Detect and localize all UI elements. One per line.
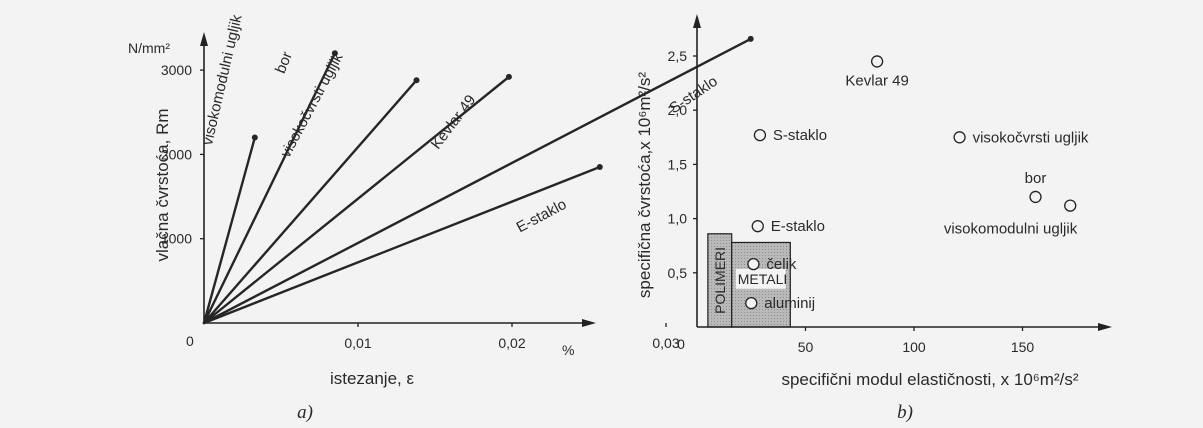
- b-point-marker: [745, 297, 758, 310]
- panel-a: 1000 2000 3000 0,01 0,02 0,03 0 % N/mm² iste…: [128, 13, 754, 423]
- a-y-unit: N/mm²: [128, 40, 170, 56]
- a-series-label: Kevlar 49: [428, 92, 480, 153]
- b-point-marker: [953, 131, 966, 144]
- a-x-tick-label: 0,02: [498, 335, 525, 351]
- b-point-label: bor: [1025, 170, 1047, 187]
- a-series-endpoint: [413, 77, 420, 84]
- a-series-label: visokomodulni ugljik: [199, 13, 246, 147]
- b-regions: POLIMERI METALI: [707, 233, 791, 328]
- b-region-label-bg: [735, 268, 786, 289]
- b-y-tick-label: 2,5: [668, 48, 688, 64]
- b-point-label: čelik: [766, 256, 797, 273]
- a-x-axis-title: istezanje, ε: [330, 369, 415, 388]
- a-series-endpoint: [505, 73, 512, 80]
- b-point-marker: [747, 257, 760, 271]
- b-point-label: visokomodulni ugljik: [944, 221, 1078, 238]
- b-y-tick-label: 2,0: [668, 102, 688, 118]
- panel-b: POLIMERI METALI 0,5 1,0 1,5 2,0 2,5 0 50 100 150…: [635, 14, 1112, 423]
- b-point-label: E-staklo: [771, 218, 825, 235]
- a-x-unit: %: [562, 342, 574, 358]
- b-point-label: visokočvrsti ugljik: [973, 129, 1089, 146]
- a-y-tick-label: 2000: [161, 146, 192, 162]
- b-point-label: aluminij: [764, 295, 815, 312]
- b-region-label: POLIMERI: [712, 247, 728, 314]
- a-y-tick-label: 1000: [161, 231, 192, 247]
- a-origin-label: 0: [186, 333, 194, 349]
- a-series-endpoint: [596, 164, 603, 171]
- a-y-tick-label: 3000: [161, 62, 192, 78]
- b-point-marker: [1029, 190, 1042, 204]
- b-y-tick-label: 1,0: [668, 211, 688, 227]
- b-x-axis-title: specifični modul elastičnosti, x 10⁶m²/s…: [781, 370, 1078, 389]
- a-series-line: [202, 37, 752, 325]
- b-y-ticks: 0,5 1,0 1,5 2,0 2,5: [668, 48, 697, 281]
- a-series-endpoint: [747, 35, 754, 42]
- b-region-label: METALI: [738, 271, 788, 287]
- b-y-tick-label: 1,5: [668, 156, 688, 172]
- a-series-endpoint: [251, 134, 258, 141]
- a-series-label: E-staklo: [514, 196, 570, 236]
- b-x-tick-label: 150: [1011, 339, 1035, 355]
- b-point-label: S-staklo: [773, 127, 827, 144]
- b-point-marker: [753, 128, 767, 142]
- b-point-label: Kevlar 49: [845, 72, 908, 89]
- a-series-line: [202, 79, 418, 325]
- b-x-tick-label: 50: [798, 339, 814, 355]
- a-x-tick-label: 0,01: [344, 335, 371, 351]
- a-x-axis-arrow: [582, 319, 596, 327]
- a-series-label: bor: [272, 49, 296, 75]
- b-points: Kevlar 49 S-staklo visokočvrsti ugljik bor v…: [745, 55, 1089, 312]
- a-series-line: [202, 136, 257, 325]
- a-series-line: [202, 165, 601, 325]
- panel-a-caption: a): [297, 402, 313, 423]
- a-series-line: [202, 75, 511, 325]
- b-x-ticks: 0 50 100 150: [677, 327, 1034, 355]
- b-point-marker: [1064, 199, 1077, 212]
- b-point-marker: [751, 220, 764, 233]
- b-x-tick-label: 100: [902, 339, 926, 355]
- a-y-ticks: 1000 2000 3000: [161, 62, 204, 247]
- b-y-tick-label: 0,5: [668, 265, 688, 281]
- a-y-axis-title: vlačna čvrstoća, Rm: [153, 108, 172, 261]
- a-series-endpoint: [331, 50, 338, 57]
- b-y-axis-title: specifična čvrstoća,x 10⁶m²/s²: [635, 72, 654, 299]
- b-x-tick-label: 0: [677, 336, 685, 352]
- a-y-axis-arrow: [200, 32, 208, 46]
- a-series-line: [202, 52, 337, 325]
- a-x-ticks: 0,01 0,02 0,03: [344, 323, 680, 351]
- panel-b-caption: b): [897, 402, 913, 423]
- b-point-marker: [870, 55, 884, 68]
- b-y-axis-arrow: [693, 14, 701, 28]
- b-x-axis-arrow: [1098, 323, 1112, 331]
- a-x-tick-label: 0,03: [652, 335, 679, 351]
